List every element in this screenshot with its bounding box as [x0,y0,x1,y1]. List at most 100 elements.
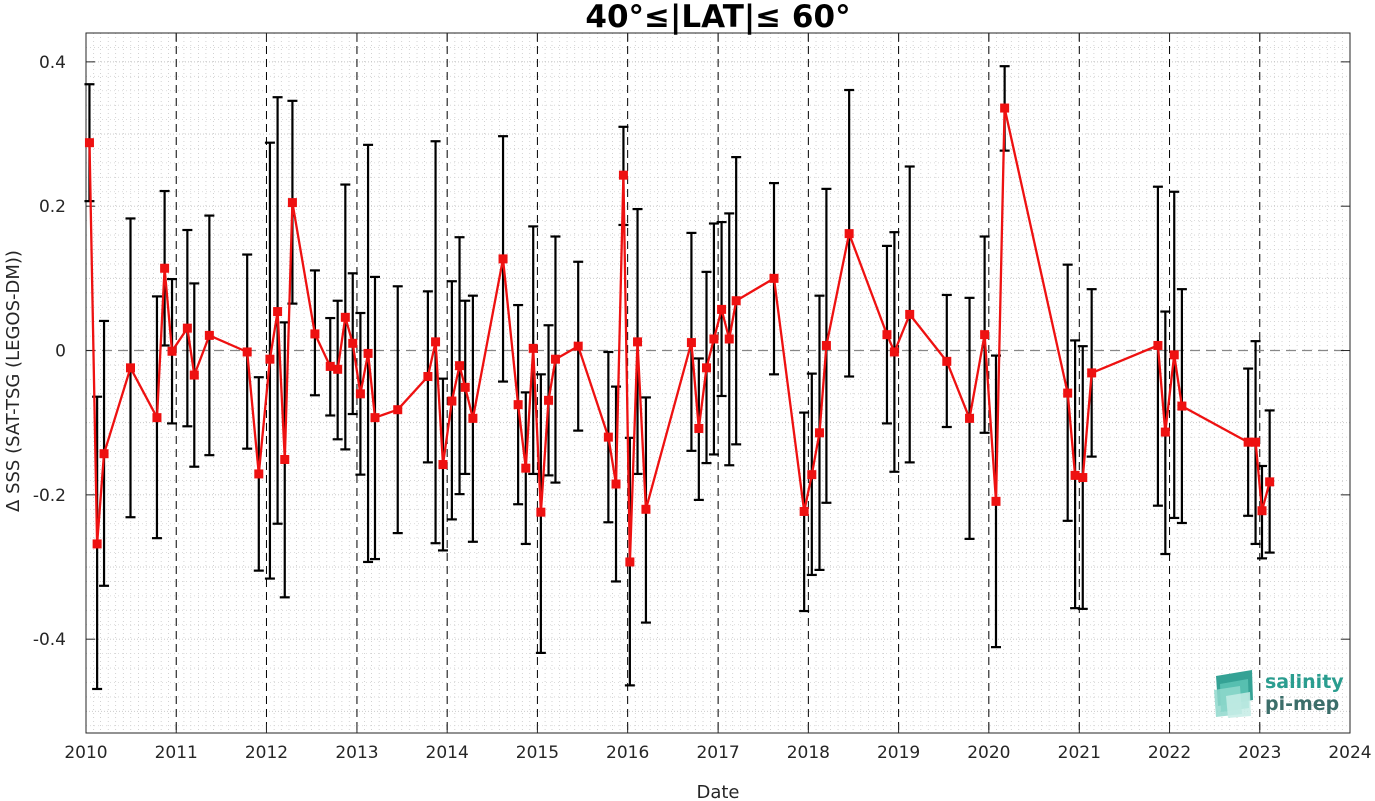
x-tick-label: 2021 [1058,743,1101,763]
data-point-marker [814,428,824,438]
x-tick-labels: 2010 2011 2012 2013 2014 2015 2016 2017 2018 2019… [64,743,1371,763]
grid-layer [86,33,1350,733]
data-point-marker [807,470,817,480]
data-point-marker [167,346,177,356]
data-point-marker [287,198,297,208]
data-point-marker [1257,506,1267,516]
data-point-marker [363,348,373,358]
data-point-marker [265,354,275,364]
data-point-marker [152,413,162,423]
data-point-marker [603,432,613,442]
data-point-marker [731,296,741,306]
data-point-marker [423,372,433,382]
data-point-marker [550,354,560,364]
data-point-marker [125,363,135,373]
data-point-marker [204,330,214,340]
chart-title: 40°≤|LAT|≤ 60° [585,0,850,35]
x-tick-label: 2010 [64,743,107,763]
data-point-marker [717,304,727,314]
data-point-marker [724,334,734,344]
x-tick-label: 2020 [967,743,1010,763]
data-point-marker [92,539,102,549]
data-point-marker [254,469,264,479]
data-point-marker [182,323,192,333]
data-point-marker [980,330,990,340]
data-point-marker [348,338,358,348]
data-point-marker [536,507,546,517]
data-point-marker [513,400,523,410]
data-point-marker [460,382,470,392]
y-tick-label: 0.4 [39,53,66,73]
y-axis-label: Δ SSS (SAT-TSG (LEGOS-DM)) [3,250,24,512]
data-point-marker [370,413,380,423]
data-point-marker [844,229,854,239]
data-point-marker [544,395,554,405]
data-point-marker [942,356,952,366]
data-point-marker [431,337,441,347]
x-tick-label: 2024 [1328,743,1371,763]
data-point-marker [160,263,170,273]
data-point-marker [438,460,448,470]
data-point-marker [189,370,199,380]
data-point-marker [242,347,252,357]
data-point-marker [1177,401,1187,411]
data-point-marker [611,479,621,489]
y-tick-labels: -0.4 -0.2 0 0.2 0.4 [33,53,66,650]
x-tick-label: 2014 [426,743,469,763]
data-point-marker [625,557,635,567]
data-point-marker [1153,340,1163,350]
data-point-marker [709,334,719,344]
data-point-marker [1078,473,1088,483]
data-point-marker [355,389,365,399]
data-point-marker [498,254,508,264]
logo-text-salinity: salinity [1265,671,1344,693]
data-point-marker [340,312,350,322]
data-point-marker [393,405,403,415]
data-point-marker [1070,470,1080,480]
y-tick-label: -0.2 [33,486,66,506]
x-tick-label: 2012 [245,743,288,763]
salinity-pi-mep-logo: salinity pi-mep [1214,670,1344,718]
data-point-marker [280,454,290,464]
data-point-marker [633,337,643,347]
data-point-marker [468,413,478,423]
data-point-marker [99,449,109,459]
data-point-marker [618,170,628,180]
data-point-marker [821,340,831,350]
x-tick-label: 2023 [1238,743,1281,763]
data-point-marker [799,506,809,516]
logo-wave-icon [1214,670,1253,718]
data-point-marker [528,343,538,353]
data-point-marker [882,330,892,340]
data-point-marker [769,273,779,283]
data-point-marker [1251,437,1261,447]
data-point-marker [1265,477,1275,487]
data-point-marker [694,423,704,433]
x-tick-label: 2015 [516,743,559,763]
data-point-marker [1087,368,1097,378]
data-point-marker [702,363,712,373]
data-point-marker [573,341,583,351]
data-point-marker [1243,437,1253,447]
x-tick-label: 2018 [787,743,830,763]
axes-frame [85,32,1351,734]
data-point-marker [1160,427,1170,437]
x-tick-label: 2022 [1148,743,1191,763]
data-point-marker [965,413,975,423]
data-point-marker [84,138,94,148]
data-point-marker [1063,388,1073,398]
data-point-marker [447,396,457,406]
logo-text-pi-mep: pi-mep [1265,693,1339,715]
data-point-marker [686,338,696,348]
data-point-marker [521,463,531,473]
data-point-marker [905,309,915,319]
data-point-marker [1169,350,1179,360]
x-tick-label: 2017 [696,743,739,763]
x-tick-label: 2011 [155,743,198,763]
series-markers [84,103,1275,567]
data-point-marker [333,364,343,374]
x-tick-label: 2016 [606,743,649,763]
y-tick-label: -0.4 [33,630,66,650]
